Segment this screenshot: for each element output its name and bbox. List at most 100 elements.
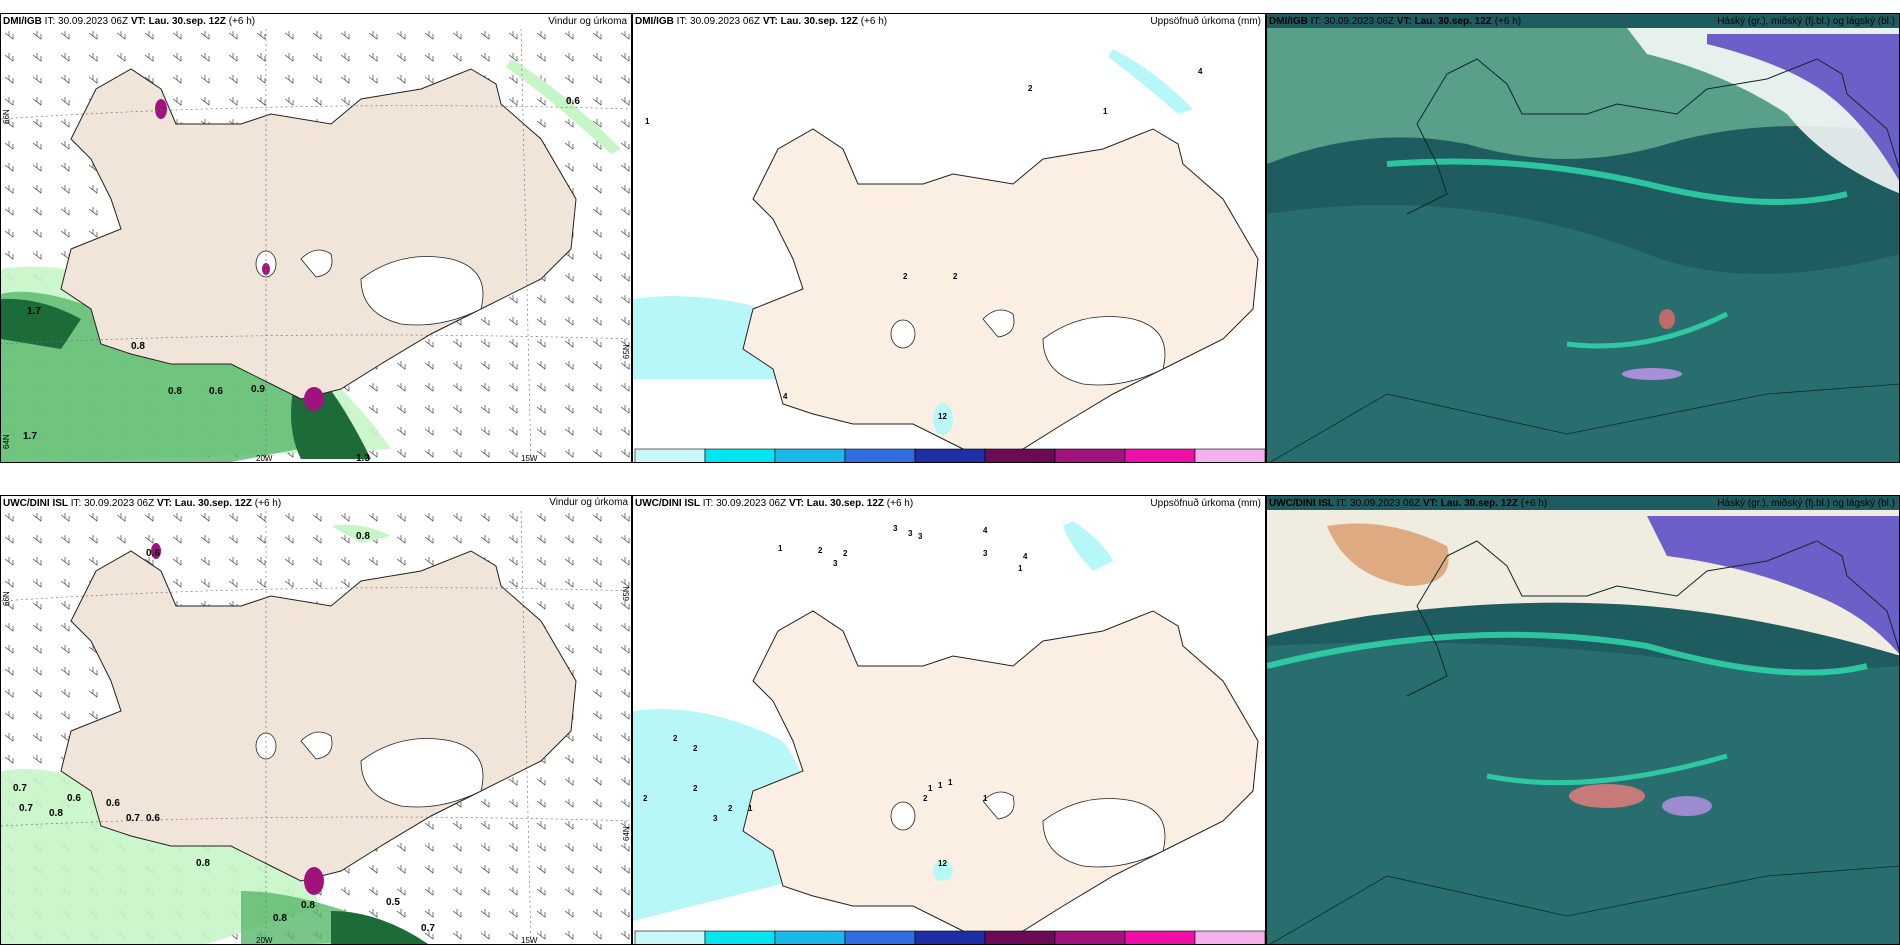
lon-label: 20W bbox=[256, 454, 273, 463]
svg-text:0.8: 0.8 bbox=[356, 531, 370, 542]
svg-text:3: 3 bbox=[983, 549, 988, 558]
lon-label: 15W bbox=[521, 454, 538, 463]
svg-text:0.6: 0.6 bbox=[106, 798, 120, 809]
value-label: 0.9 bbox=[251, 384, 265, 395]
svg-text:15W: 15W bbox=[521, 936, 538, 945]
svg-text:4: 4 bbox=[1198, 67, 1203, 76]
value-label: 0.8 bbox=[131, 341, 145, 352]
panel-uwc-precip: UWC/DINI ISL IT: 30.09.2023 06Z VT: Lau.… bbox=[632, 495, 1266, 945]
svg-text:2: 2 bbox=[1028, 84, 1033, 93]
svg-text:0.7: 0.7 bbox=[19, 803, 33, 814]
svg-text:2: 2 bbox=[843, 549, 848, 558]
svg-text:66N: 66N bbox=[2, 591, 11, 606]
value-label: 0.8 bbox=[168, 386, 182, 397]
panel-header: UWC/DINI ISL IT: 30.09.2023 06Z VT: Lau.… bbox=[635, 498, 914, 509]
panel-title: Uppsöfnuð úrkoma (mm) bbox=[1150, 498, 1261, 509]
svg-text:2: 2 bbox=[953, 272, 958, 281]
svg-text:0.5: 0.5 bbox=[386, 897, 400, 908]
svg-text:12: 12 bbox=[938, 859, 947, 868]
cloud-map bbox=[1267, 510, 1899, 944]
colorbar-swatch bbox=[914, 448, 986, 462]
svg-text:0.6: 0.6 bbox=[146, 548, 160, 559]
svg-text:0.7: 0.7 bbox=[421, 923, 435, 934]
panel-header: UWC/DINI ISL IT: 30.09.2023 06Z VT: Lau.… bbox=[3, 498, 282, 509]
svg-text:1: 1 bbox=[948, 778, 953, 787]
colorbar-swatch bbox=[704, 930, 776, 944]
colorbar-swatch bbox=[844, 930, 916, 944]
svg-text:1: 1 bbox=[1103, 107, 1108, 116]
svg-text:1: 1 bbox=[1018, 564, 1023, 573]
colorbar-swatch bbox=[634, 448, 706, 462]
panel-title: Uppsöfnuð úrkoma (mm) bbox=[1150, 16, 1261, 27]
panel-title: Háský (gr.), miðský (fj.bl.) og lágský (… bbox=[1717, 498, 1895, 509]
svg-text:0.6: 0.6 bbox=[146, 813, 160, 824]
svg-text:0.8: 0.8 bbox=[301, 900, 315, 911]
panel-title: Vindur og úrkoma bbox=[549, 497, 628, 508]
svg-text:2: 2 bbox=[693, 744, 698, 753]
svg-text:2: 2 bbox=[643, 794, 648, 803]
panel-header: DMI/IGB IT: 30.09.2023 06Z VT: Lau. 30.s… bbox=[1269, 16, 1522, 27]
svg-text:3: 3 bbox=[713, 814, 718, 823]
svg-text:1: 1 bbox=[748, 804, 753, 813]
value-label: 1.3 bbox=[356, 453, 370, 463]
svg-text:1: 1 bbox=[983, 794, 988, 803]
colorbar-swatch bbox=[774, 448, 846, 462]
panel-title: Háský (gr.), miðský (fj.bl.) og lágský (… bbox=[1717, 16, 1895, 27]
value-label: 1.7 bbox=[23, 431, 37, 442]
svg-text:0.8: 0.8 bbox=[196, 858, 210, 869]
colorbar-swatch bbox=[984, 448, 1056, 462]
svg-text:0.6: 0.6 bbox=[67, 793, 81, 804]
colorbar-swatch bbox=[704, 448, 776, 462]
precip-map: 3 3 3 4 3 4 1 2 1 2 3 1 1 1 2 1 2 2 2 2 … bbox=[633, 521, 1265, 944]
colorbar-swatch bbox=[634, 930, 706, 944]
svg-text:2: 2 bbox=[728, 804, 733, 813]
value-label: 1.7 bbox=[27, 306, 41, 317]
lat-label: 64N bbox=[2, 434, 11, 449]
panel-dmi-clouds: DMI/IGB IT: 30.09.2023 06Z VT: Lau. 30.s… bbox=[1266, 13, 1900, 463]
colorbar-swatch bbox=[1194, 448, 1265, 462]
panel-header: DMI/IGB IT: 30.09.2023 06Z VT: Lau. 30.s… bbox=[635, 16, 888, 27]
wind-precip-map: 0.8 0.6 0.7 0.6 0.6 0.7 0.8 0.6 0.7 0.8 … bbox=[1, 511, 631, 945]
svg-text:12: 12 bbox=[938, 412, 947, 421]
colorbar-swatch bbox=[1124, 448, 1196, 462]
colorbar-swatch bbox=[844, 448, 916, 462]
svg-text:0.8: 0.8 bbox=[49, 808, 63, 819]
svg-text:3: 3 bbox=[833, 559, 838, 568]
svg-text:2: 2 bbox=[673, 734, 678, 743]
lat-label: 66N bbox=[2, 109, 11, 124]
svg-text:0.7: 0.7 bbox=[126, 813, 140, 824]
panel-title: Vindur og úrkoma bbox=[548, 16, 627, 27]
svg-text:3: 3 bbox=[918, 532, 923, 541]
precip-colorbar: 110255075100150200400 bbox=[634, 930, 1265, 944]
svg-text:0.8: 0.8 bbox=[273, 913, 287, 924]
colorbar-swatch bbox=[1194, 930, 1265, 944]
colorbar-swatch bbox=[984, 930, 1056, 944]
svg-text:64N: 64N bbox=[622, 826, 631, 841]
value-label: 0.6 bbox=[566, 96, 580, 107]
svg-text:0.7: 0.7 bbox=[13, 783, 27, 794]
svg-text:4: 4 bbox=[1023, 552, 1028, 561]
colorbar-swatch bbox=[1054, 448, 1126, 462]
colorbar-swatch bbox=[914, 930, 986, 944]
svg-text:3: 3 bbox=[908, 529, 913, 538]
panel-dmi-precip: DMI/IGB IT: 30.09.2023 06Z VT: Lau. 30.s… bbox=[632, 13, 1266, 463]
svg-text:1: 1 bbox=[778, 544, 783, 553]
panel-uwc-wind: UWC/DINI ISL IT: 30.09.2023 06Z VT: Lau.… bbox=[0, 495, 632, 945]
wind-precip-map: 0.6 1.7 0.8 0.8 0.6 0.9 1.7 1.3 66N 65N … bbox=[1, 29, 631, 463]
panel-header: DMI/IGB IT: 30.09.2023 06Z VT: Lau. 30.s… bbox=[3, 16, 256, 27]
panel-dmi-wind: DMI/IGB IT: 30.09.2023 06Z VT: Lau. 30.s… bbox=[0, 13, 632, 463]
colorbar-swatch bbox=[1054, 930, 1126, 944]
svg-text:3: 3 bbox=[893, 524, 898, 533]
svg-text:2: 2 bbox=[818, 546, 823, 555]
svg-text:1: 1 bbox=[928, 784, 933, 793]
colorbar-swatch bbox=[774, 930, 846, 944]
svg-text:1: 1 bbox=[938, 781, 943, 790]
svg-text:1: 1 bbox=[645, 117, 650, 126]
svg-text:65N: 65N bbox=[622, 586, 631, 601]
value-label: 0.6 bbox=[209, 386, 223, 397]
colorbar-swatch bbox=[1124, 930, 1196, 944]
panel-header: UWC/DINI ISL IT: 30.09.2023 06Z VT: Lau.… bbox=[1269, 498, 1548, 509]
svg-text:2: 2 bbox=[923, 794, 928, 803]
precip-colorbar: 110255075100150200400 bbox=[634, 448, 1265, 462]
cloud-map bbox=[1267, 28, 1899, 462]
